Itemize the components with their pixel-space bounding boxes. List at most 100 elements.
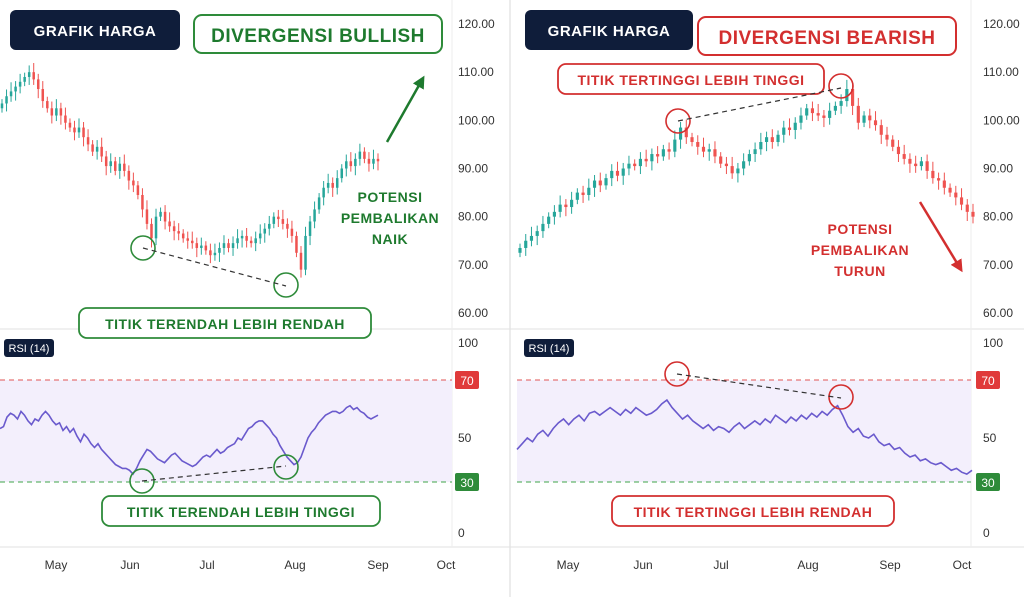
bearish-potensi-2: PEMBALIKAN — [811, 242, 909, 258]
right-badge-text: GRAFIK HARGA — [548, 23, 671, 40]
bearish-title: DIVERGENSI BEARISH — [719, 28, 936, 49]
left-candle — [313, 201, 316, 229]
left-candle — [172, 220, 176, 241]
right-candle — [902, 144, 906, 165]
left-candle — [209, 243, 212, 264]
right-rsi-30-text: 30 — [981, 476, 995, 490]
right-candle — [845, 79, 849, 107]
bullish-title-box — [193, 14, 443, 54]
right-price-tick: 120.00 — [983, 17, 1020, 31]
left-rsi-70-text: 70 — [460, 374, 474, 388]
left-month-tick: Sep — [367, 558, 389, 572]
left-badge-text: GRAFIK HARGA — [34, 23, 157, 40]
left-candle — [109, 153, 112, 173]
left-month-tick: Oct — [437, 558, 456, 572]
right-price-note: TITIK TERTINGGI LEBIH TINGGI — [577, 72, 804, 88]
left-candle — [254, 231, 257, 252]
right-price-note-box — [557, 63, 825, 95]
right-candle — [873, 111, 878, 131]
left-candle — [317, 193, 321, 214]
right-candle — [742, 153, 746, 176]
left-candle — [372, 149, 375, 170]
left-price-note: TITIK TERENDAH LEBIH RENDAH — [105, 316, 345, 332]
right-candles — [518, 79, 975, 258]
right-price-high-2-marker — [828, 73, 854, 99]
left-price-tick: 110.00 — [458, 65, 494, 79]
right-candle — [736, 162, 740, 183]
right-month-tick: Jul — [713, 558, 728, 572]
right-month-tick: May — [557, 558, 580, 572]
left-candle — [181, 229, 185, 243]
right-candle — [799, 107, 803, 130]
left-candle — [240, 230, 244, 248]
right-candle — [931, 161, 935, 184]
left-candle — [127, 165, 131, 190]
right-rsi-70-tag — [976, 371, 1000, 389]
right-candle — [615, 161, 620, 182]
left-candle — [154, 208, 158, 246]
left-month-tick: May — [45, 558, 68, 572]
right-candle — [558, 195, 562, 218]
right-candle — [724, 156, 729, 175]
right-candle — [919, 156, 923, 171]
right-price-tick: 80.00 — [983, 210, 1013, 224]
left-candle — [136, 181, 140, 200]
right-badge — [525, 10, 693, 50]
left-candle — [263, 223, 266, 243]
left-candle — [73, 120, 76, 141]
left-rsi-low-1-marker — [129, 468, 155, 494]
left-price-tick: 100.00 — [458, 113, 495, 127]
right-candle — [627, 155, 631, 176]
right-rsi-70-text: 70 — [981, 374, 995, 388]
right-candle — [759, 132, 763, 155]
left-candle — [77, 118, 81, 138]
right-rsi-30-tag — [976, 473, 1000, 491]
left-candle — [358, 143, 362, 166]
right-rsi-label: RSI (14) — [529, 343, 570, 355]
left-rsi-30-tag — [455, 473, 479, 491]
right-candle — [644, 149, 648, 167]
right-candle — [638, 152, 642, 175]
left-candle — [5, 89, 8, 112]
right-rsi-tick: 0 — [983, 526, 990, 540]
right-candle — [633, 159, 637, 171]
right-candle — [678, 122, 683, 149]
left-candles — [0, 63, 380, 278]
right-candle — [570, 191, 574, 214]
right-price-tick: 110.00 — [983, 65, 1019, 79]
left-candle — [145, 200, 149, 230]
right-rsi-note: TITIK TERTINGGI LEBIH RENDAH — [634, 504, 873, 520]
left-candle — [18, 73, 22, 94]
left-candle — [326, 173, 330, 194]
right-rsi-high-1-marker — [664, 361, 690, 387]
right-candle — [793, 117, 797, 140]
left-candle — [27, 65, 31, 85]
right-candle — [535, 225, 539, 246]
bullish-potensi-3: NAIK — [372, 231, 408, 247]
left-candle — [322, 181, 325, 206]
left-rsi-band — [0, 380, 452, 482]
right-candle — [696, 135, 700, 155]
right-candle — [518, 243, 522, 258]
left-month-tick: Aug — [284, 558, 305, 572]
right-candle — [822, 109, 826, 128]
left-candle — [272, 212, 276, 229]
left-candle — [290, 220, 294, 243]
right-candle — [604, 173, 608, 190]
right-candle — [719, 152, 723, 169]
left-candle — [23, 72, 26, 87]
right-candle — [730, 156, 734, 179]
right-price-divergence-line — [677, 87, 842, 122]
left-candle — [68, 118, 72, 132]
left-candle — [245, 227, 248, 248]
left-candle — [227, 238, 230, 253]
left-candle — [32, 63, 35, 85]
left-rsi-low-2-marker — [273, 454, 299, 480]
left-candle — [218, 242, 221, 262]
left-price-note-box — [78, 307, 372, 339]
left-candle — [376, 153, 380, 171]
right-candle — [529, 226, 534, 247]
right-rsi-tick: 50 — [983, 431, 997, 445]
